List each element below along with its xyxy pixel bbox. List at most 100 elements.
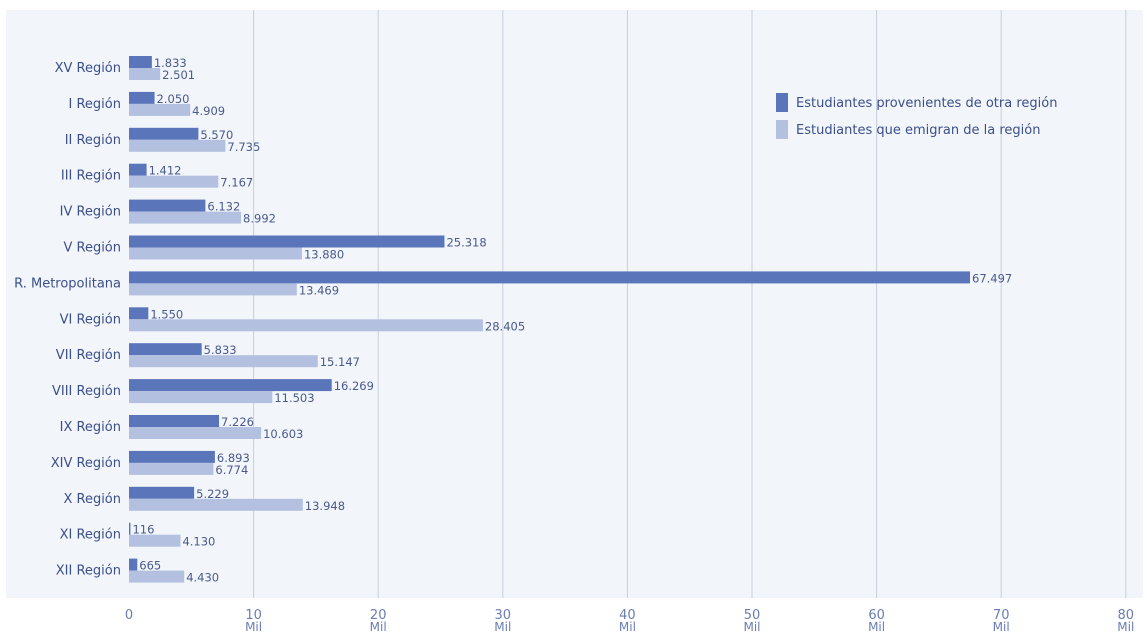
bar-series-2 <box>129 534 181 547</box>
data-label-series-1: 1.833 <box>154 56 187 70</box>
category-label: II Región <box>65 133 121 148</box>
data-label-series-1: 1.412 <box>149 164 182 178</box>
x-axis-ticks: 0 10Mil20Mil30Mil40Mil50Mil60Mil70Mil80Mi… <box>125 608 1134 634</box>
data-label-series-1: 5.833 <box>204 343 237 357</box>
legend: Estudiantes provenientes de otra región … <box>776 93 1057 139</box>
category-label: XIV Región <box>51 456 121 471</box>
legend-swatch-series-2 <box>776 120 788 139</box>
data-label-series-1: 67.497 <box>972 271 1012 285</box>
x-tick-label: 10 <box>245 608 262 623</box>
data-label-series-1: 16.269 <box>334 379 374 393</box>
category-label: XII Región <box>56 564 121 579</box>
category-label: VIII Región <box>52 384 121 399</box>
x-tick-unit: Mil <box>245 620 262 634</box>
category-label: X Región <box>63 492 121 507</box>
category-label: IX Región <box>60 420 121 435</box>
bar-series-2 <box>129 283 297 296</box>
data-label-series-2: 10.603 <box>263 427 303 441</box>
x-tick-label: 60 <box>868 608 885 623</box>
bar-series-1 <box>129 522 131 535</box>
data-label-series-2: 15.147 <box>320 355 360 369</box>
bar-series-2 <box>129 462 214 475</box>
bar-series-1 <box>129 307 149 320</box>
bar-series-1 <box>129 127 199 140</box>
data-label-series-1: 5.570 <box>200 128 233 142</box>
bar-series-2 <box>129 68 161 80</box>
data-label-series-2: 4.430 <box>186 571 219 585</box>
bar-series-1 <box>129 450 215 463</box>
bar-series-1 <box>129 91 155 104</box>
legend-swatch-series-1 <box>776 93 788 112</box>
x-tick-unit: Mil <box>993 620 1010 634</box>
x-tick-label: 20 <box>370 608 387 623</box>
x-tick-label: 50 <box>744 608 761 623</box>
legend-label-series-2: Estudiantes que emigran de la región <box>796 123 1040 138</box>
data-label-series-2: 4.130 <box>182 535 215 549</box>
x-tick-label: 80 <box>1118 608 1135 623</box>
bar-series-2 <box>129 319 483 332</box>
category-label: XV Región <box>55 61 121 76</box>
bar-series-1 <box>129 558 138 571</box>
x-tick-unit: Mil <box>370 620 387 634</box>
bar-series-1 <box>129 415 220 427</box>
bar-series-2 <box>129 211 242 224</box>
data-label-series-2: 6.774 <box>215 463 248 477</box>
data-label-series-2: 13.469 <box>299 283 339 297</box>
data-label-series-1: 5.229 <box>196 487 229 501</box>
data-label-series-2: 4.909 <box>192 104 225 118</box>
category-label: IV Región <box>60 205 121 220</box>
data-label-series-1: 116 <box>132 523 154 537</box>
bar-series-1 <box>129 271 971 284</box>
bar-series-1 <box>129 486 195 499</box>
bar-series-1 <box>129 56 152 68</box>
category-label: VI Región <box>60 312 121 327</box>
data-label-series-1: 1.550 <box>150 307 183 321</box>
x-tick-unit: Mil <box>619 620 636 634</box>
data-label-series-2: 8.992 <box>243 212 276 226</box>
category-label: V Región <box>63 241 121 256</box>
data-label-series-2: 11.503 <box>274 391 314 405</box>
data-label-series-1: 7.226 <box>221 415 254 429</box>
x-tick-label: 40 <box>619 608 636 623</box>
bar-series-2 <box>129 391 273 404</box>
category-labels: XV Región I Región II Región III Región IV R… <box>14 61 121 579</box>
bar-series-2 <box>129 247 302 260</box>
bar-series-2 <box>129 139 226 152</box>
bar-series-1 <box>129 343 202 356</box>
category-label: R. Metropolitana <box>14 276 121 291</box>
category-label: XI Región <box>60 528 121 543</box>
x-tick-unit: Mil <box>868 620 885 634</box>
x-tick-unit: Mil <box>494 620 511 634</box>
gridlines <box>253 10 1127 598</box>
data-label-series-2: 7.167 <box>220 176 253 190</box>
bar-series-2 <box>129 427 262 439</box>
bar-series-1 <box>129 199 206 212</box>
data-label-series-2: 28.405 <box>485 319 525 333</box>
data-label-series-1: 665 <box>139 559 161 573</box>
x-tick-label: 30 <box>495 608 512 623</box>
category-label: III Región <box>61 169 121 184</box>
x-tick-unit: Mil <box>743 620 760 634</box>
bar-series-1 <box>129 163 147 176</box>
x-tick-label: 70 <box>993 608 1010 623</box>
data-label-series-2: 13.880 <box>304 248 344 262</box>
data-label-series-2: 13.948 <box>305 499 345 513</box>
data-label-series-2: 7.735 <box>227 140 260 154</box>
bar-series-2 <box>129 498 303 511</box>
x-tick-label: 0 <box>125 608 133 623</box>
bar-series-1 <box>129 235 445 248</box>
bar-series-2 <box>129 355 318 368</box>
data-label-series-1: 6.893 <box>217 451 250 465</box>
bar-series-1 <box>129 379 332 392</box>
bar-series-2 <box>129 570 185 583</box>
category-label: I Región <box>69 97 121 112</box>
data-label-series-1: 25.318 <box>446 236 486 250</box>
data-label-series-1: 2.050 <box>157 92 190 106</box>
category-label: VII Región <box>56 348 121 363</box>
data-label-series-1: 6.132 <box>207 200 240 214</box>
legend-label-series-1: Estudiantes provenientes de otra región <box>796 96 1057 111</box>
bar-series-2 <box>129 175 219 188</box>
data-label-series-2: 2.501 <box>162 68 195 82</box>
